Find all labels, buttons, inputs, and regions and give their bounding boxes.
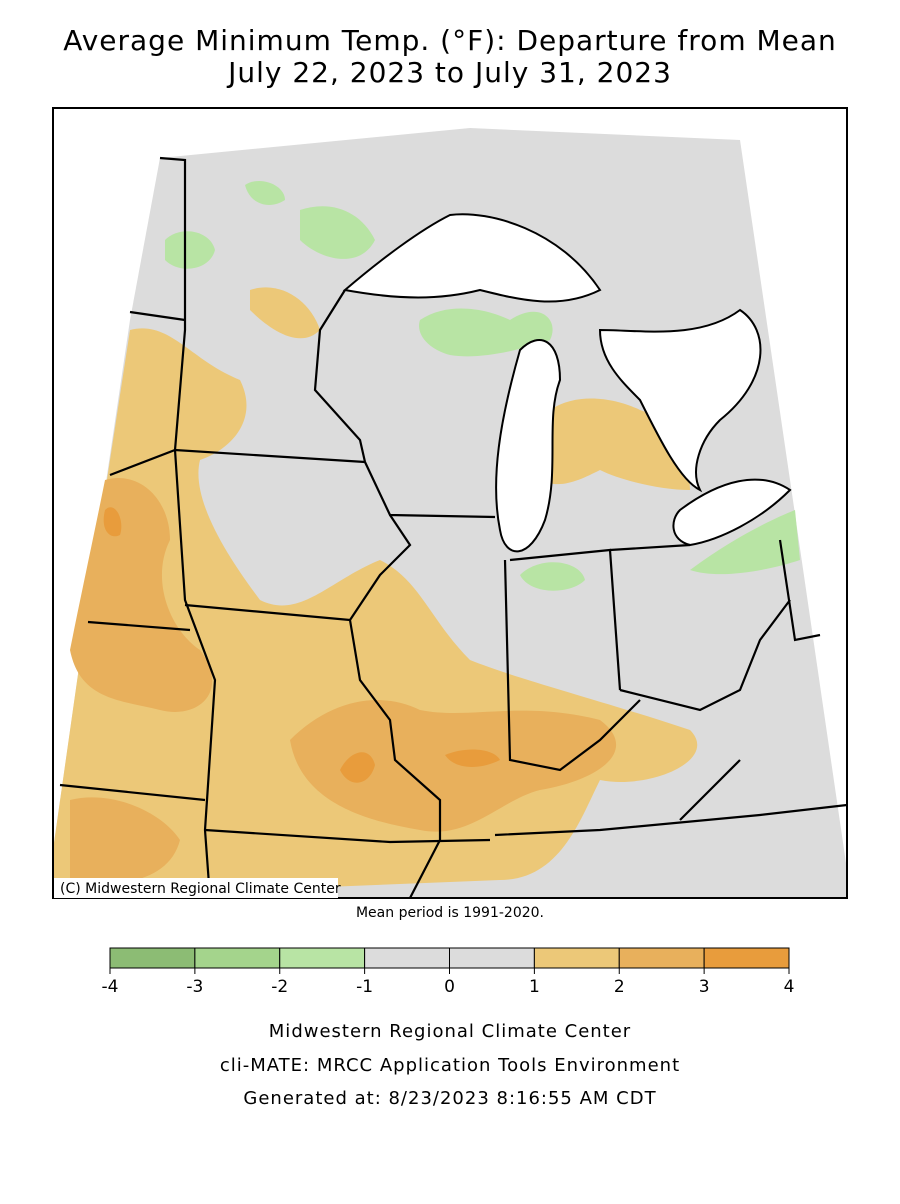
colorbar-tick-label: -4 <box>102 977 119 997</box>
map-frame <box>52 107 848 899</box>
mean-period: Mean period is 1991-2020. <box>356 905 544 921</box>
colorbar-bin <box>449 947 535 969</box>
colorbar: -4 -3 -2 -1 0 1 2 3 4 <box>102 947 795 997</box>
colorbar-tick-label: -1 <box>356 977 373 997</box>
footer-line: Midwestern Regional Climate Center <box>269 1021 631 1042</box>
colorbar-bin <box>194 947 281 969</box>
colorbar-bin <box>618 947 705 969</box>
map: (C) Midwestern Regional Climate Center <box>52 107 848 899</box>
warmer-anomaly <box>70 478 617 884</box>
title-line: July 22, 2023 to July 31, 2023 <box>226 56 672 89</box>
colorbar-tick-label: 0 <box>444 977 455 997</box>
lakes <box>342 213 792 553</box>
footer-line: cli-MATE: MRCC Application Tools Environ… <box>220 1055 680 1076</box>
colorbar-tick-label: 1 <box>529 977 540 997</box>
colorbar-bin <box>109 947 196 969</box>
colorbar-bin <box>533 947 620 969</box>
cool-anomaly <box>165 180 800 591</box>
colorbar-bin <box>364 947 450 969</box>
colorbar-tick-label: 3 <box>699 977 710 997</box>
colorbar-tick-label: 2 <box>614 977 625 997</box>
footer-line: Generated at: 8/23/2023 8:16:55 AM CDT <box>243 1088 656 1109</box>
colorbar-tick-label: -2 <box>271 977 288 997</box>
colorbar-tick-label: 4 <box>784 977 795 997</box>
colorbar-tick-label: -3 <box>186 977 203 997</box>
hot-anomaly <box>103 507 500 783</box>
title-line: Average Minimum Temp. (°F): Departure fr… <box>63 24 837 57</box>
copyright-box <box>54 878 338 898</box>
colorbar-bin <box>703 947 790 969</box>
state-borders <box>59 156 847 898</box>
copyright: (C) Midwestern Regional Climate Center <box>60 881 341 897</box>
colorbar-bin <box>279 947 366 969</box>
